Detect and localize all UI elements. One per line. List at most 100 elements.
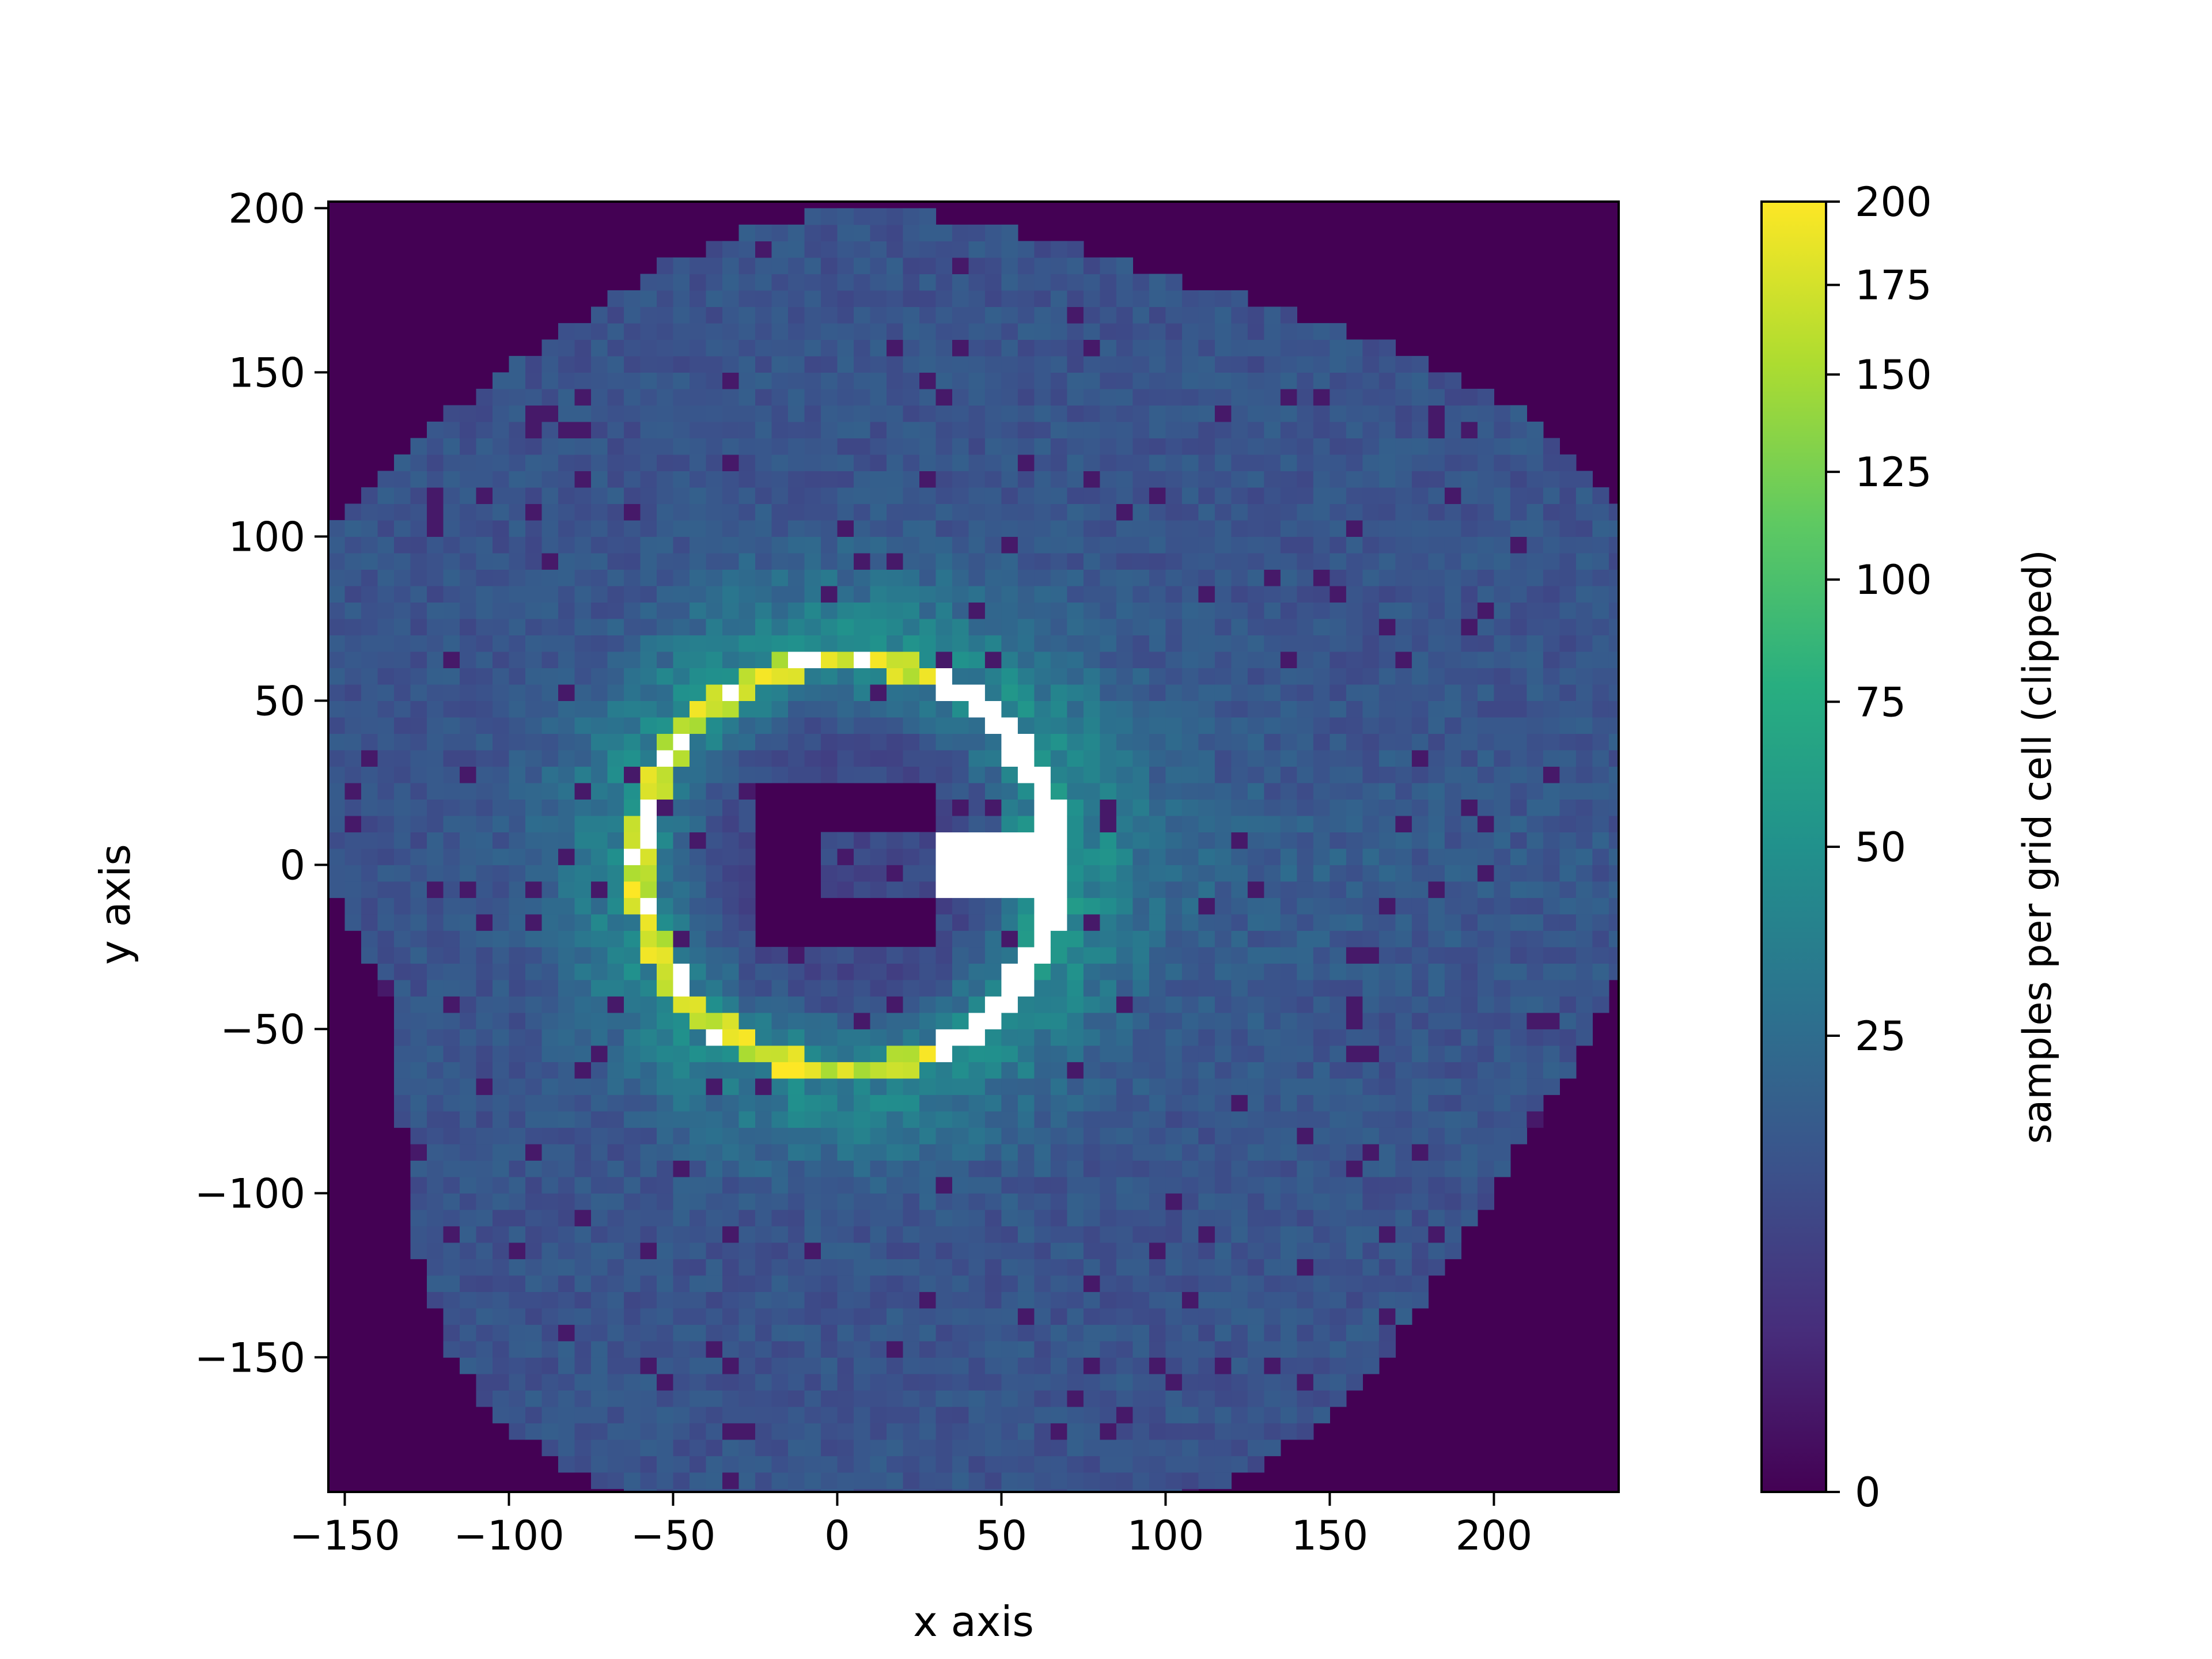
heatmap-cell — [968, 635, 986, 652]
heatmap-cell — [1411, 355, 1429, 373]
heatmap-cell — [870, 257, 887, 274]
heatmap-cell — [771, 1209, 789, 1226]
heatmap-cell — [525, 1357, 543, 1374]
heatmap-cell — [328, 815, 346, 832]
heatmap-cell — [706, 1242, 723, 1259]
heatmap-cell — [755, 1111, 772, 1128]
heatmap-cell — [870, 1143, 887, 1161]
heatmap-cell — [1149, 848, 1166, 865]
heatmap-cell — [1149, 602, 1166, 619]
heatmap-cell — [1264, 405, 1281, 422]
heatmap-cell — [476, 602, 493, 619]
heatmap-cell — [837, 1259, 854, 1276]
heatmap-cell — [821, 1291, 838, 1309]
heatmap-cell — [771, 536, 789, 554]
heatmap-cell — [591, 865, 608, 882]
heatmap-cell — [1034, 635, 1051, 652]
heatmap-cell — [607, 1094, 624, 1112]
heatmap-cell — [968, 405, 986, 422]
heatmap-cell — [1280, 1094, 1297, 1112]
heatmap-cell — [738, 799, 756, 816]
heatmap-cell — [1181, 635, 1199, 652]
heatmap-cell — [1346, 1373, 1363, 1391]
heatmap-cell — [460, 717, 477, 734]
heatmap-cell — [541, 536, 559, 554]
heatmap-cell — [1395, 503, 1412, 521]
heatmap-cell — [1083, 733, 1100, 751]
heatmap-cell — [1181, 520, 1199, 537]
heatmap-cell — [1001, 930, 1018, 948]
heatmap-cell — [1100, 1275, 1117, 1292]
heatmap-cell — [460, 1291, 477, 1309]
heatmap-cell — [427, 1275, 444, 1292]
heatmap-cell — [968, 782, 986, 800]
heatmap-cell — [887, 520, 904, 537]
heatmap-cell — [706, 700, 723, 718]
heatmap-cell — [706, 799, 723, 816]
heatmap-cell — [1083, 963, 1100, 980]
heatmap-cell — [1477, 914, 1494, 931]
heatmap-cell — [1100, 405, 1117, 422]
heatmap-cell — [935, 1340, 953, 1358]
heatmap-cell — [1067, 585, 1084, 603]
heatmap-cell — [755, 569, 772, 586]
heatmap-cell — [1395, 1029, 1412, 1046]
heatmap-cell — [1165, 536, 1183, 554]
heatmap-cell — [903, 536, 920, 554]
heatmap-cell — [493, 897, 510, 915]
heatmap-cell — [624, 668, 641, 685]
heatmap-cell — [1362, 1029, 1380, 1046]
heatmap-cell — [968, 1291, 986, 1309]
heatmap-cell — [788, 520, 805, 537]
heatmap-cell — [1149, 487, 1166, 504]
heatmap-cell — [1362, 749, 1380, 767]
heatmap-cell — [1280, 996, 1297, 1013]
heatmap-cell — [1181, 1045, 1199, 1062]
heatmap-cell — [657, 963, 674, 980]
heatmap-cell — [541, 1406, 559, 1423]
heatmap-cell — [722, 1406, 740, 1423]
heatmap-cell — [984, 700, 1002, 718]
heatmap-cell — [1297, 602, 1314, 619]
heatmap-cell — [1100, 668, 1117, 685]
heatmap-cell — [1330, 963, 1347, 980]
heatmap-cell — [1313, 717, 1330, 734]
heatmap-cell — [673, 1209, 690, 1226]
heatmap-cell — [1461, 503, 1478, 521]
heatmap-cell — [394, 668, 411, 685]
heatmap-cell — [755, 585, 772, 603]
heatmap-cell — [1017, 799, 1035, 816]
heatmap-cell — [706, 520, 723, 537]
heatmap-cell — [1231, 1062, 1248, 1079]
heatmap-cell — [854, 1012, 871, 1029]
heatmap-cell — [460, 766, 477, 783]
heatmap-cell — [624, 1259, 641, 1276]
heatmap-cell — [1198, 1456, 1215, 1473]
heatmap-cell — [1313, 372, 1330, 389]
heatmap-cell — [870, 1390, 887, 1407]
heatmap-cell — [1428, 1242, 1445, 1259]
heatmap-cell — [887, 1423, 904, 1440]
heatmap-cell — [870, 487, 887, 504]
heatmap-cell — [673, 339, 690, 357]
heatmap-cell — [657, 438, 674, 455]
heatmap-cell — [1527, 930, 1544, 948]
heatmap-cell — [804, 421, 821, 438]
heatmap-cell — [887, 503, 904, 521]
heatmap-cell — [673, 503, 690, 521]
heatmap-cell — [1116, 946, 1133, 964]
heatmap-cell — [1100, 684, 1117, 701]
heatmap-cell — [1001, 1406, 1018, 1423]
heatmap-cell — [1362, 946, 1380, 964]
heatmap-cell — [1132, 1176, 1150, 1194]
heatmap-cell — [394, 766, 411, 783]
heatmap-cell — [788, 996, 805, 1013]
heatmap-cell — [919, 733, 937, 751]
heatmap-cell — [903, 651, 920, 668]
heatmap-cell — [1034, 569, 1051, 586]
heatmap-cell — [525, 749, 543, 767]
heatmap-cell — [1001, 799, 1018, 816]
heatmap-cell — [870, 1127, 887, 1145]
heatmap-cell — [821, 569, 838, 586]
heatmap-cell — [640, 1094, 657, 1112]
